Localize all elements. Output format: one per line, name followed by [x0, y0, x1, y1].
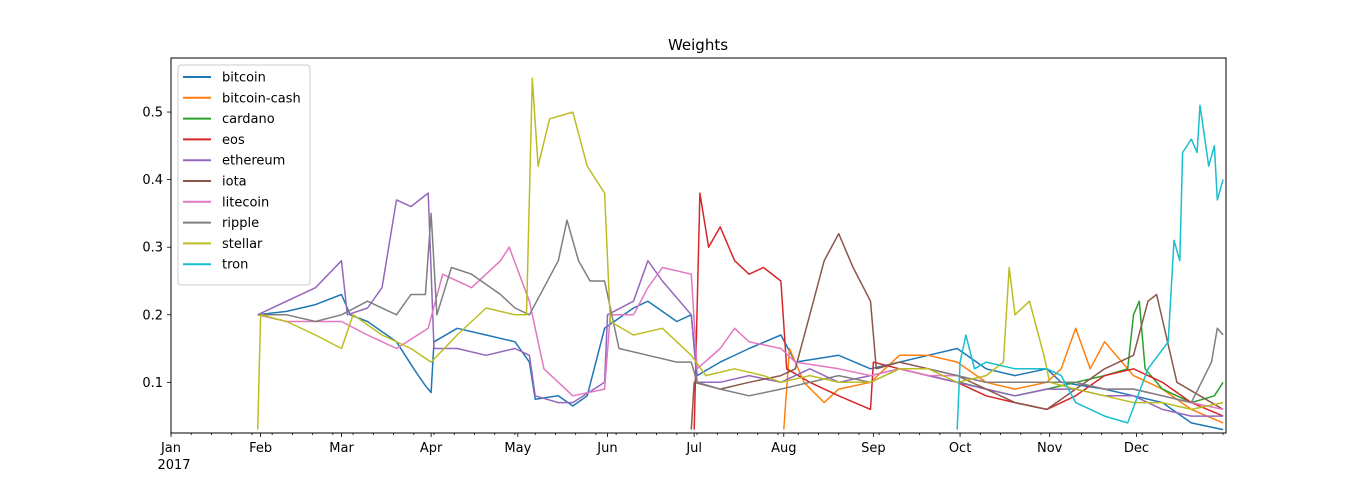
x-tick-label: Nov [1037, 441, 1063, 456]
x-tick-label: Jul [685, 441, 702, 456]
legend-label-cardano: cardano [222, 112, 275, 127]
x-tick-label: May [504, 441, 531, 456]
series-line-ethereum [257, 192, 1224, 417]
x-tick-label: Dec [1124, 441, 1149, 456]
plot-frame [170, 57, 1227, 434]
series-line-eos [693, 192, 1224, 430]
legend-label-ethereum: ethereum [222, 154, 285, 169]
x-tick-label: Apr [420, 441, 443, 456]
legend: bitcoin bitcoin-cash cardano eos ethereum iot… [177, 64, 311, 286]
y-tick-label: 0.4 [142, 173, 163, 188]
x-tick-label: Feb [249, 441, 272, 456]
legend-label-bitcoin: bitcoin [222, 71, 266, 86]
x-tick-label: Jan [160, 441, 181, 456]
legend-label-litecoin: litecoin [222, 195, 269, 210]
y-tick-label: 0.1 [142, 376, 163, 391]
x-tick-label: Mar [329, 441, 354, 456]
legend-label-ripple: ripple [222, 216, 259, 231]
legend-label-iota: iota [222, 175, 247, 190]
x-tick-label: Oct [949, 441, 971, 456]
legend-box [177, 64, 311, 286]
y-tick-label: 0.5 [142, 106, 163, 121]
y-axis: 0.1 0.2 0.3 0.4 0.5 [142, 106, 171, 391]
x-year-label: 2017 [157, 458, 190, 473]
series-line-ripple [257, 212, 1224, 404]
x-axis: Jan Feb Mar Apr May Jun Jul Aug Sep Oct Nov Dec [160, 433, 1224, 456]
x-tick-label: Aug [771, 441, 796, 456]
legend-label-eos: eos [222, 133, 245, 148]
legend-label-bitcoin-cash: bitcoin-cash [222, 91, 301, 106]
series-line-stellar [256, 77, 1224, 430]
series-line-iota [690, 232, 1224, 430]
legend-label-stellar: stellar [222, 237, 263, 252]
x-tick-label: Jun [596, 441, 617, 456]
chart-title: Weights [668, 36, 728, 54]
series-line-bitcoin [257, 293, 1224, 431]
x-tick-label: Sep [861, 441, 886, 456]
series-layer [256, 77, 1224, 431]
y-tick-label: 0.3 [142, 241, 163, 256]
legend-label-tron: tron [222, 258, 248, 273]
y-tick-label: 0.2 [142, 308, 163, 323]
series-line-tron [956, 104, 1224, 430]
series-line-bitcoin-cash [783, 327, 1224, 430]
